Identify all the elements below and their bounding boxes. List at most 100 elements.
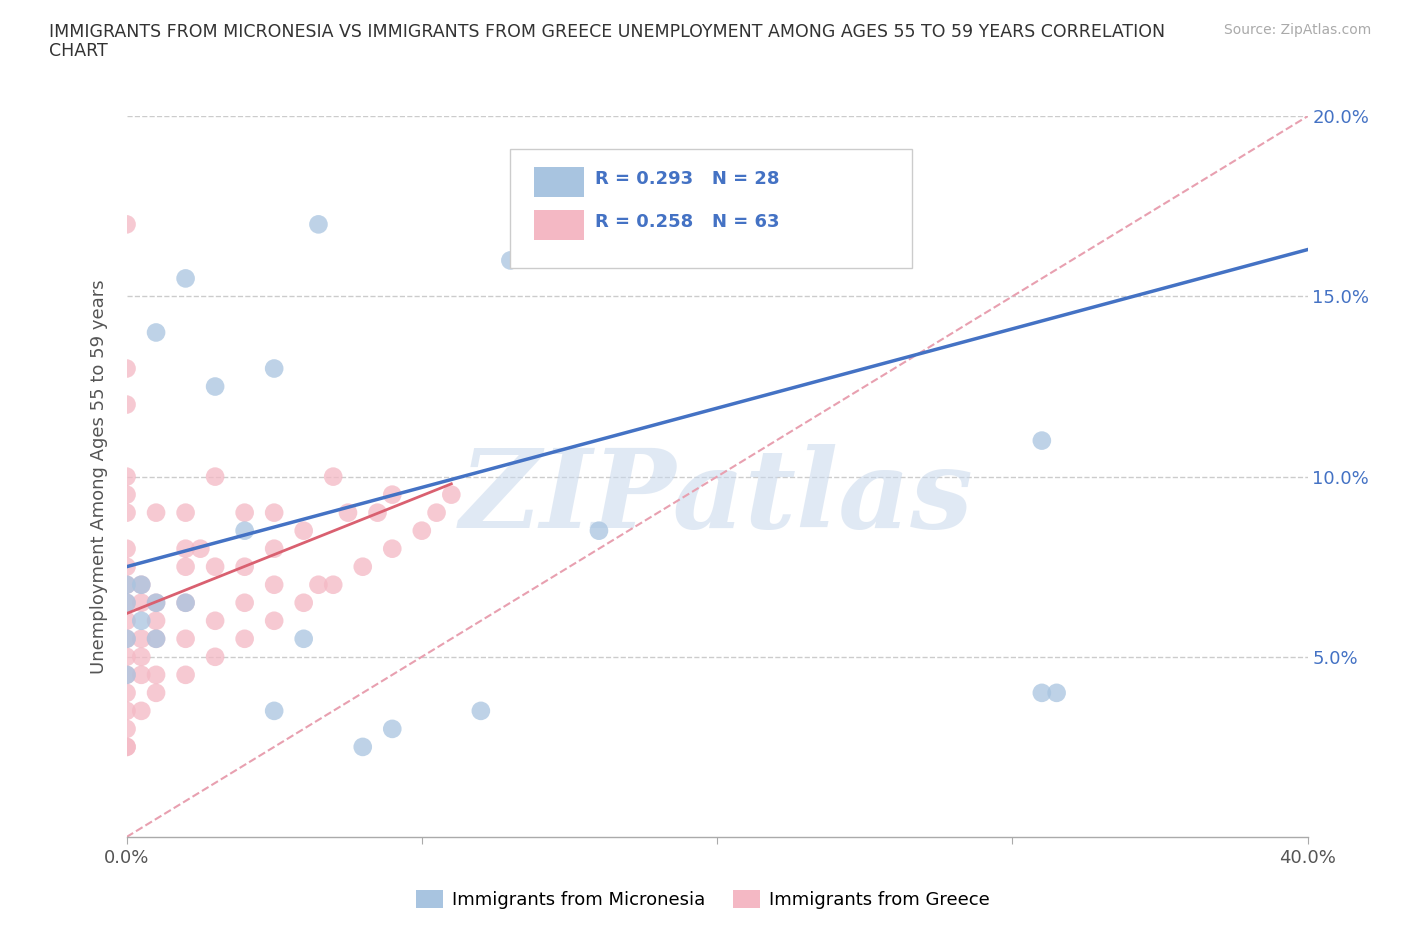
Point [263,541,285,556]
Point [174,271,197,286]
Point [174,505,197,520]
Point [233,524,256,538]
Point [115,631,138,646]
Point [292,631,315,646]
Point [174,559,197,574]
Point [322,469,344,484]
Point [263,614,285,629]
Point [129,668,153,683]
Point [794,199,817,214]
Point [322,578,344,592]
FancyBboxPatch shape [534,166,583,197]
Point [204,469,226,484]
Point [115,217,138,232]
Point [174,595,197,610]
Point [367,505,389,520]
Point [1031,433,1053,448]
Point [115,361,138,376]
Point [129,578,153,592]
Y-axis label: Unemployment Among Ages 55 to 59 years: Unemployment Among Ages 55 to 59 years [90,279,108,674]
Text: R = 0.293   N = 28: R = 0.293 N = 28 [595,170,780,188]
FancyBboxPatch shape [510,149,912,268]
Point [115,397,138,412]
Point [263,505,285,520]
Point [292,524,315,538]
Point [129,614,153,629]
Point [204,379,226,394]
Point [352,739,374,754]
Point [337,505,360,520]
Point [115,578,138,592]
Point [174,541,197,556]
Point [115,614,138,629]
Legend: Immigrants from Micronesia, Immigrants from Greece: Immigrants from Micronesia, Immigrants f… [409,883,997,916]
Text: R = 0.258   N = 63: R = 0.258 N = 63 [595,213,780,232]
Point [145,595,167,610]
Point [233,559,256,574]
Point [233,595,256,610]
Point [204,649,226,664]
Text: ZIPatlas: ZIPatlas [460,445,974,552]
Point [574,199,596,214]
Point [115,722,138,737]
Point [145,631,167,646]
Text: IMMIGRANTS FROM MICRONESIA VS IMMIGRANTS FROM GREECE UNEMPLOYMENT AMONG AGES 55 : IMMIGRANTS FROM MICRONESIA VS IMMIGRANTS… [49,23,1166,41]
Point [352,559,374,574]
Point [115,487,138,502]
Point [1031,685,1053,700]
Point [308,217,330,232]
Point [115,578,138,592]
Point [588,524,610,538]
Point [233,631,256,646]
Point [115,505,138,520]
Point [1046,685,1069,700]
Point [115,703,138,718]
Point [129,703,153,718]
Point [129,595,153,610]
Point [204,559,226,574]
Point [308,578,330,592]
FancyBboxPatch shape [534,210,583,240]
Point [145,595,167,610]
Point [381,487,404,502]
Point [115,469,138,484]
Point [188,541,212,556]
Point [115,541,138,556]
Point [129,578,153,592]
Point [174,631,197,646]
Point [115,595,138,610]
Point [470,703,492,718]
Point [115,668,138,683]
Point [440,487,463,502]
Point [381,722,404,737]
Point [115,631,138,646]
Point [115,649,138,664]
Point [411,524,433,538]
Point [115,595,138,610]
Point [174,595,197,610]
Point [115,685,138,700]
Point [115,668,138,683]
Point [233,505,256,520]
Point [381,541,404,556]
Point [145,614,167,629]
Point [263,361,285,376]
Text: Source: ZipAtlas.com: Source: ZipAtlas.com [1223,23,1371,37]
Point [129,649,153,664]
Point [499,253,522,268]
Point [292,595,315,610]
Point [129,631,153,646]
Point [115,739,138,754]
Point [204,614,226,629]
Point [263,578,285,592]
Point [145,326,167,340]
Point [145,631,167,646]
Point [174,668,197,683]
Point [145,668,167,683]
Text: CHART: CHART [49,42,108,60]
Point [263,703,285,718]
Point [115,559,138,574]
Point [425,505,447,520]
Point [145,685,167,700]
Point [145,505,167,520]
